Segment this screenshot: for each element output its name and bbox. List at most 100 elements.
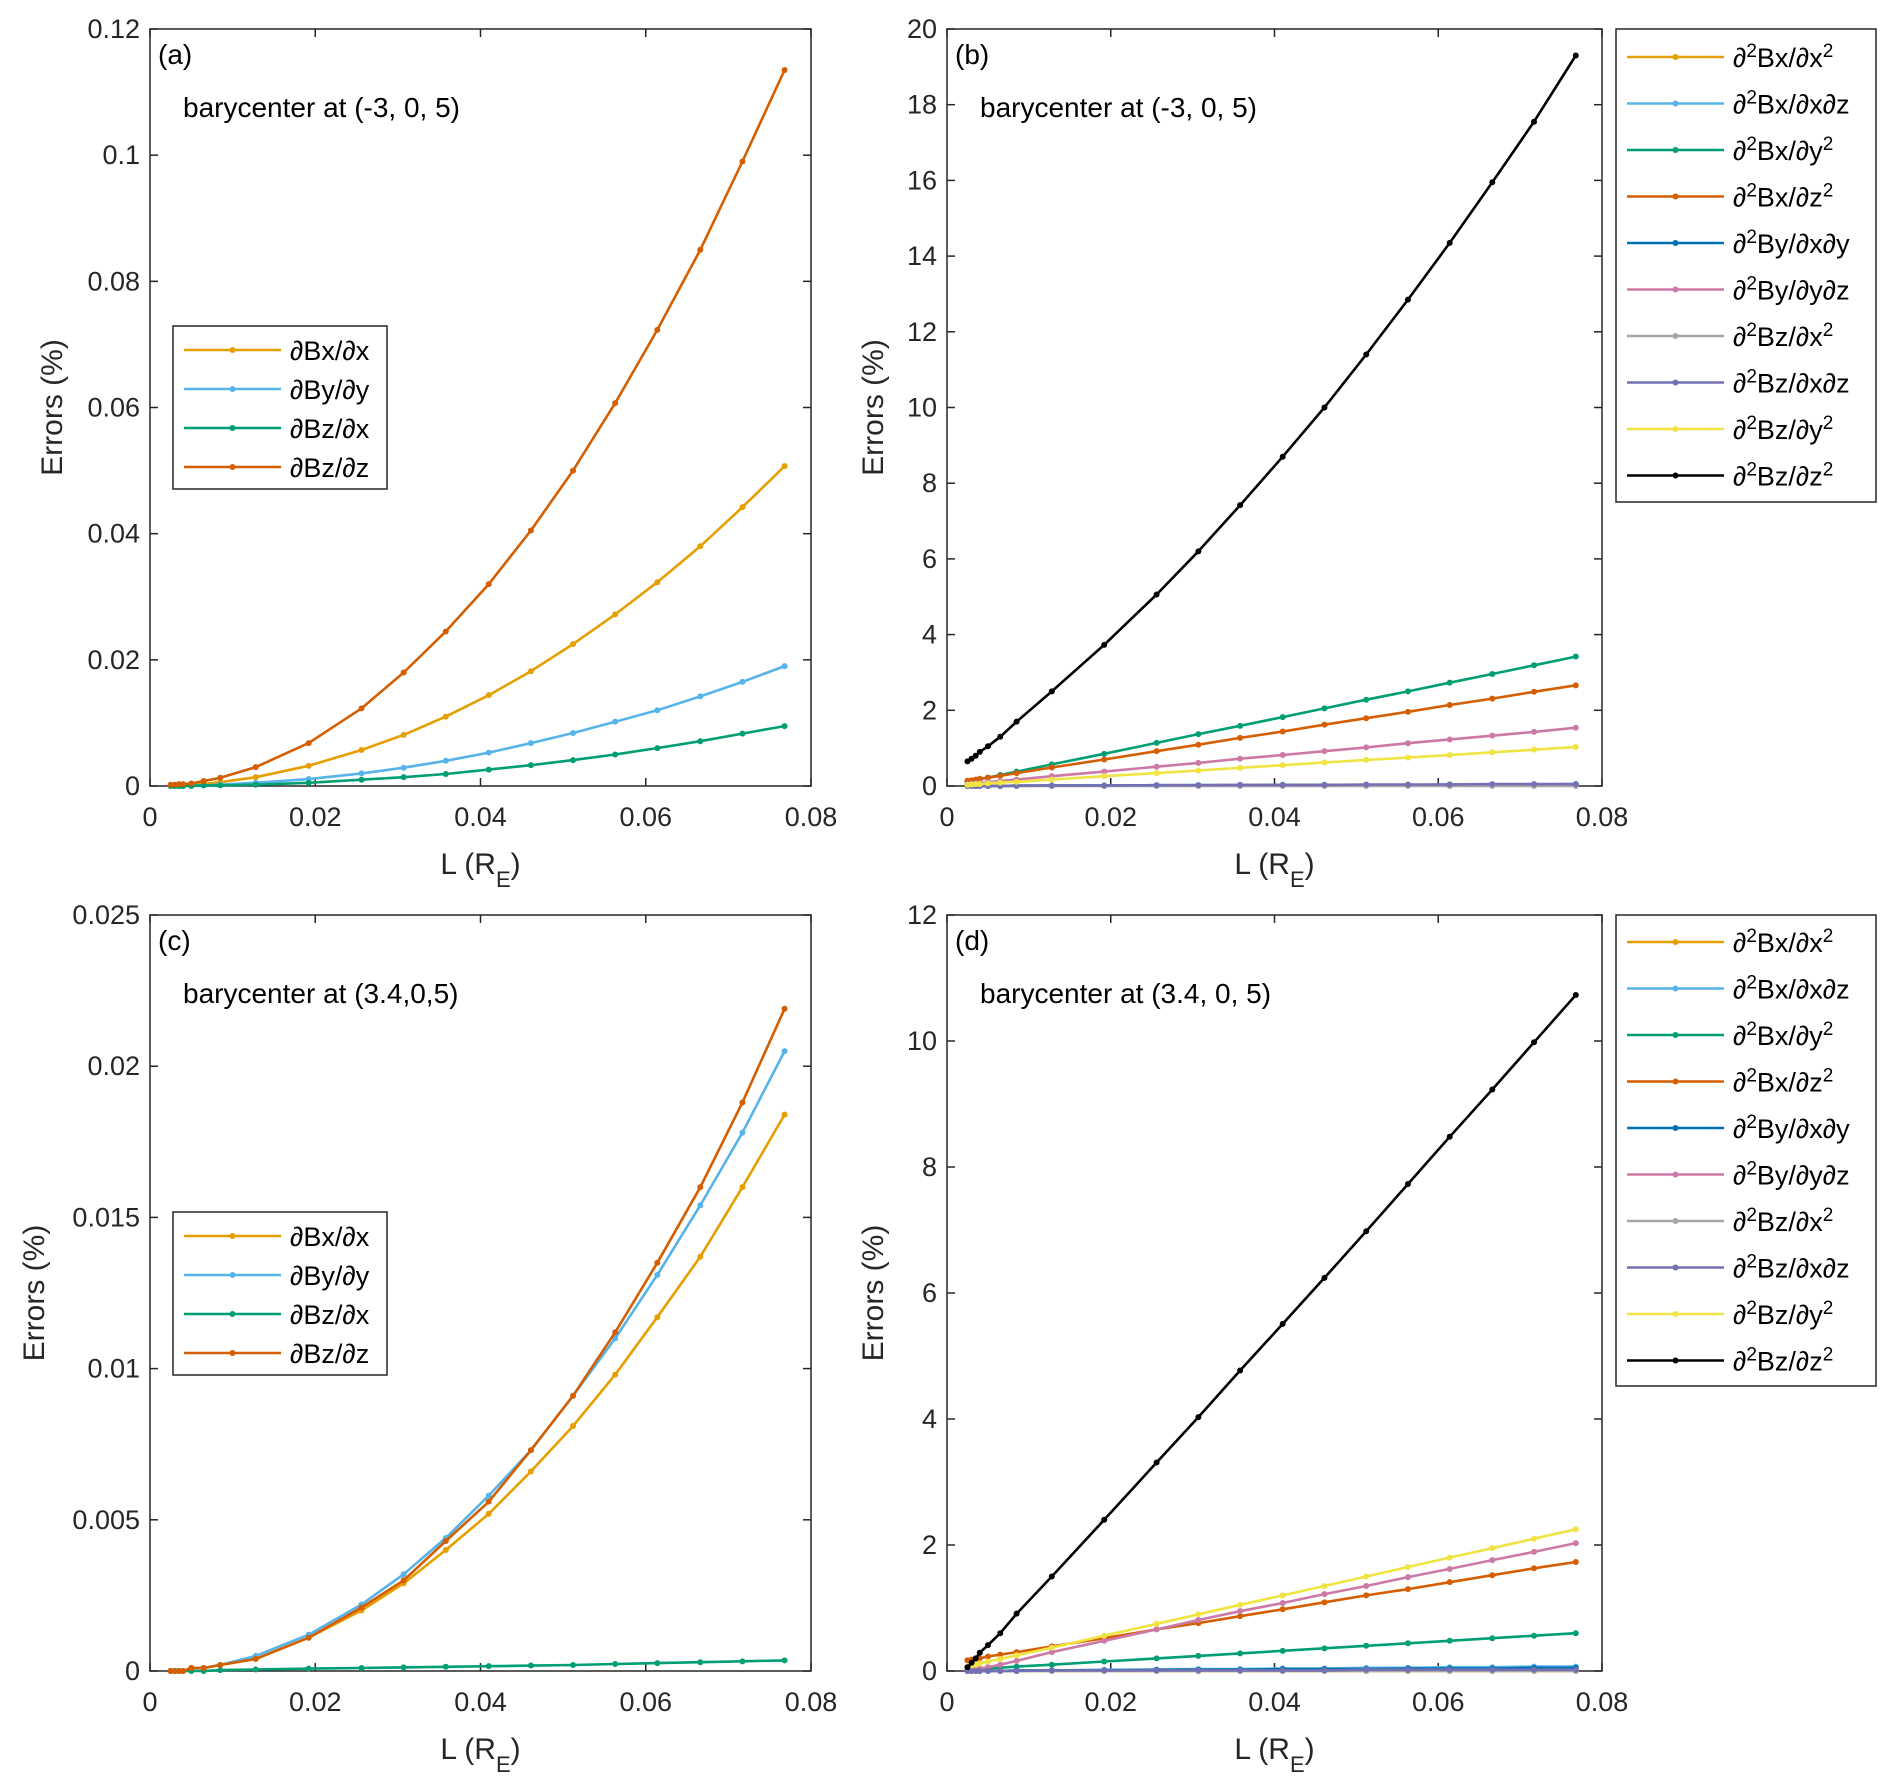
data-point	[1572, 781, 1579, 788]
data-point	[1489, 1572, 1496, 1579]
data-point	[612, 400, 619, 407]
data-point	[997, 1651, 1004, 1658]
data-point	[1101, 1667, 1108, 1674]
x-tick-label: 0.06	[619, 802, 672, 832]
y-tick-label: 2	[922, 695, 937, 725]
legend-marker	[1672, 240, 1679, 246]
y-tick-label: 0	[125, 771, 140, 801]
text-part: Bx/∂z	[1757, 183, 1823, 213]
legend-label: ∂2Bz/∂z2	[1733, 459, 1833, 492]
x-tick-label: 0	[142, 802, 157, 832]
legend-label: ∂2By/∂x∂y	[1733, 1112, 1850, 1145]
data-point	[1153, 770, 1160, 777]
data-point	[527, 1468, 534, 1475]
legend-label: ∂By/∂y	[290, 1261, 370, 1291]
x-tick-label: 0	[939, 802, 954, 832]
superscript: 2	[1746, 1205, 1757, 1226]
data-point	[997, 1661, 1004, 1668]
x-tick-label: 0.06	[619, 1687, 672, 1717]
y-tick-label: 0.015	[72, 1202, 140, 1232]
data-point	[485, 1663, 492, 1670]
data-point	[1531, 1039, 1538, 1046]
data-point	[1489, 732, 1496, 739]
data-point	[570, 1392, 577, 1399]
data-point	[781, 1111, 788, 1118]
data-point	[485, 581, 492, 588]
data-point	[1363, 1642, 1370, 1649]
data-point	[305, 779, 312, 786]
data-point	[1195, 1616, 1202, 1623]
text-part: By/∂x∂y	[1757, 229, 1850, 259]
data-point	[976, 781, 983, 788]
subscript: E	[496, 867, 511, 892]
x-axis-label: L (RE)	[1234, 1733, 1314, 1777]
legend-label: ∂Bz/∂x	[290, 1300, 370, 1330]
data-point	[1237, 734, 1244, 741]
legend-item: ∂Bz/∂z	[184, 453, 369, 483]
data-point	[217, 1667, 224, 1674]
y-tick-label: 0.12	[87, 14, 140, 44]
legend-label: ∂2Bz/∂z2	[1733, 1344, 1833, 1377]
data-point	[697, 246, 704, 253]
data-point	[1279, 1647, 1286, 1654]
superscript: 2	[1746, 87, 1757, 108]
x-tick-label: 0	[142, 1687, 157, 1717]
legend-marker	[229, 1350, 236, 1356]
legend-label: ∂2Bz/∂y2	[1733, 413, 1833, 446]
data-point	[1321, 748, 1328, 755]
data-point	[1195, 548, 1202, 555]
legend-marker	[1672, 1125, 1679, 1131]
subscript: E	[1290, 867, 1305, 892]
data-point	[1363, 1592, 1370, 1599]
legend-marker	[1672, 1311, 1679, 1317]
text-part: ∂	[1733, 928, 1746, 958]
data-point	[1048, 764, 1055, 771]
x-tick-label: 0.04	[454, 1687, 507, 1717]
data-point	[964, 1664, 971, 1671]
data-point	[1404, 1181, 1411, 1188]
legend-label: ∂2Bx/∂z2	[1733, 1065, 1833, 1098]
data-point	[305, 1634, 312, 1641]
text-part: ∂	[1733, 975, 1746, 1005]
legend-item: ∂2Bz/∂x∂z	[1627, 366, 1850, 399]
data-point	[1101, 1632, 1108, 1639]
y-tick-label: 12	[907, 317, 937, 347]
data-point	[1279, 1599, 1286, 1606]
legend-label: ∂2Bx/∂x2	[1733, 41, 1833, 74]
legend-box	[1615, 28, 1877, 503]
data-point	[305, 762, 312, 769]
data-point	[968, 1659, 975, 1666]
data-point	[1013, 1668, 1020, 1674]
data-point	[997, 1656, 1004, 1663]
superscript: 2	[1746, 1019, 1757, 1040]
legend-label: ∂Bz/∂z	[290, 1339, 369, 1369]
data-point	[781, 663, 788, 670]
data-point	[1153, 1667, 1160, 1674]
data-point	[972, 752, 979, 759]
data-point	[1572, 1559, 1579, 1566]
legend-label: ∂2Bz/∂x∂z	[1733, 1251, 1850, 1284]
y-tick-label: 8	[922, 1152, 937, 1182]
data-point	[1153, 748, 1160, 755]
superscript: 2	[1746, 1158, 1757, 1179]
legend-item: ∂2By/∂y∂z	[1627, 1158, 1850, 1191]
data-point	[1572, 1630, 1579, 1637]
data-point	[570, 641, 577, 648]
text-part: Bx/∂x	[1757, 43, 1823, 73]
data-point	[1279, 762, 1286, 769]
legend-item: ∂2Bz/∂z2	[1627, 1344, 1833, 1377]
data-point	[1489, 1545, 1496, 1552]
y-tick-label: 0.1	[102, 140, 140, 170]
legend-label: ∂2Bx/∂y2	[1733, 1019, 1833, 1052]
data-point	[1195, 1611, 1202, 1618]
text-part: ∂	[1733, 322, 1746, 352]
data-point	[1195, 731, 1202, 738]
data-point	[1101, 1516, 1108, 1523]
text-part: ∂	[1733, 43, 1746, 73]
superscript: 2	[1823, 1205, 1834, 1226]
text-part: ∂	[1733, 1161, 1746, 1191]
data-point	[252, 1666, 259, 1673]
data-point	[976, 748, 983, 755]
legend-label: ∂2Bz/∂x2	[1733, 1205, 1833, 1238]
data-point	[1363, 1228, 1370, 1235]
